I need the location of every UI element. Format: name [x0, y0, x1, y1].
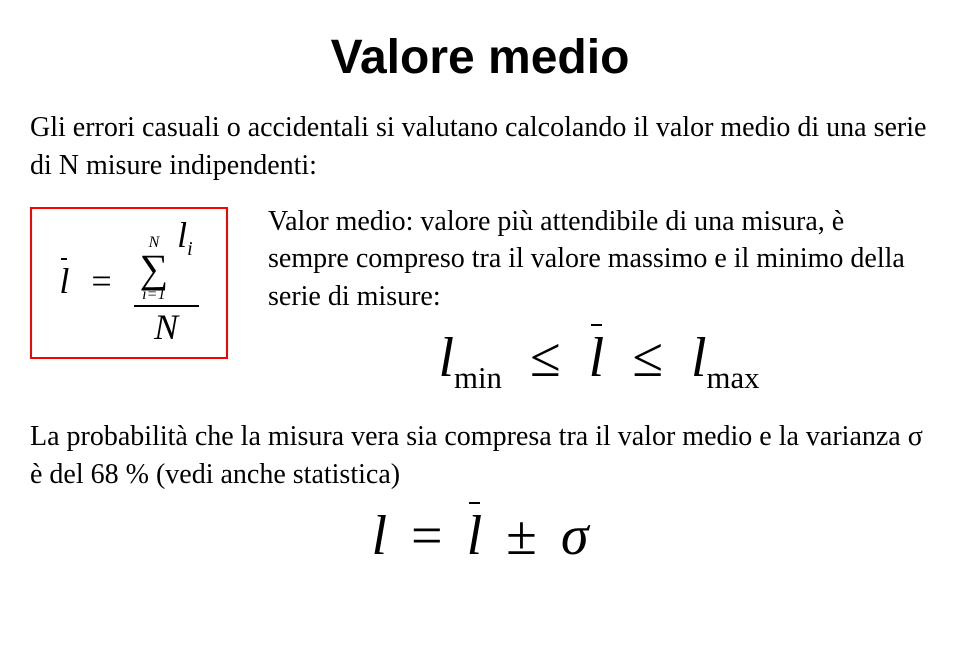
summand-l: l: [177, 215, 187, 255]
leq-sign-2: ≤: [632, 327, 663, 389]
mean-formula: l = N ∑ i=1 li N: [59, 215, 198, 347]
fraction-denominator: N: [148, 307, 184, 347]
page-title: Valore medio: [30, 30, 930, 85]
summation: N ∑ i=1: [140, 235, 169, 303]
plusminus-sign: ±: [506, 505, 537, 567]
fraction-numerator: N ∑ i=1 li: [134, 215, 199, 307]
formula-row: l = N ∑ i=1 li N Valor medio: valore più…: [30, 203, 930, 397]
sigma-icon: ∑: [140, 249, 169, 289]
l-plain: l: [371, 505, 387, 567]
mean-description: Valor medio: valore più attendibile di u…: [268, 203, 930, 316]
final-formula: l = l ± σ: [30, 504, 930, 568]
l-bar-final: l: [467, 504, 483, 568]
desc-and-inequality: Valor medio: valore più attendibile di u…: [268, 203, 930, 397]
l-bar-center: l: [589, 326, 605, 390]
probability-text: La probabilità che la misura vera sia co…: [30, 418, 930, 494]
summand-sub-i: i: [187, 238, 193, 260]
equals-sign-2: =: [411, 505, 443, 567]
sum-lower: i=1: [142, 287, 165, 303]
intro-text: Gli errori casuali o accidentali si valu…: [30, 109, 930, 185]
leq-sign-1: ≤: [530, 327, 561, 389]
sigma-symbol: σ: [561, 505, 589, 567]
l-min: lmin: [438, 327, 501, 389]
equals-sign: =: [91, 260, 111, 302]
l-max: lmax: [691, 327, 760, 389]
inequality-formula: lmin ≤ l ≤ lmax: [268, 326, 930, 396]
l-bar-symbol: l: [59, 260, 69, 302]
mean-formula-box: l = N ∑ i=1 li N: [30, 207, 228, 359]
fraction: N ∑ i=1 li N: [134, 215, 199, 347]
